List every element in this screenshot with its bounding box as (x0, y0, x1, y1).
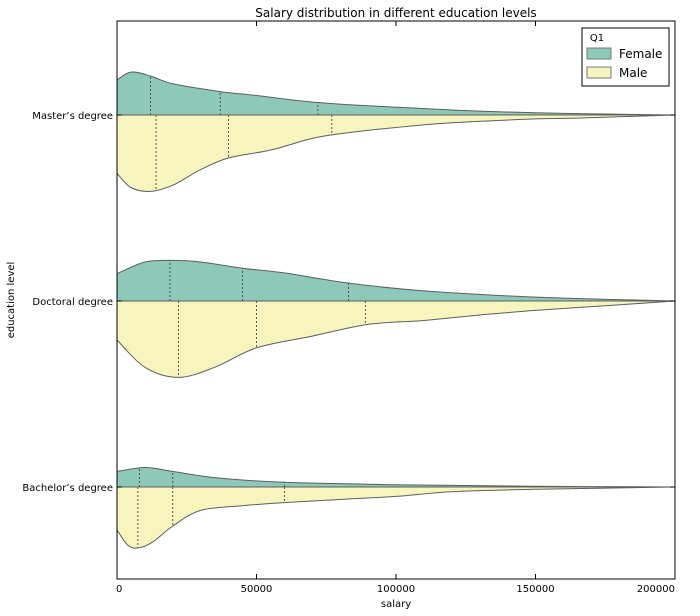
legend-swatch-female (586, 47, 612, 60)
legend: Q1 Female Male (581, 27, 670, 87)
x-axis-label: salary (381, 599, 411, 610)
legend-label-male: Male (619, 66, 647, 80)
legend-swatch-male (586, 66, 612, 79)
legend-title: Q1 (590, 33, 604, 44)
x-tick-label: 150000 (516, 584, 554, 595)
violin-male-bachelor-s-degree (116, 486, 676, 549)
x-tick-label: 0 (116, 584, 122, 595)
y-tick-label: Doctoral degree (32, 297, 113, 308)
x-tick-label: 100000 (377, 584, 415, 595)
violin-male-doctoral-degree (116, 300, 676, 378)
legend-label-female: Female (619, 47, 662, 61)
violin-female-doctoral-degree (116, 259, 676, 302)
y-tick-label: Master’s degree (32, 111, 113, 122)
violin-male-master-s-degree (116, 114, 676, 192)
y-axis-ticks: Master’s degree Doctoral degree Bachelor’s… (22, 111, 675, 494)
x-tick-label: 50000 (241, 584, 273, 595)
violin-group (116, 71, 676, 549)
x-tick-label: 200000 (637, 584, 675, 595)
y-axis-label: education level (6, 262, 17, 339)
y-tick-label: Bachelor’s degree (22, 483, 113, 494)
chart-title: Salary distribution in different educati… (255, 6, 536, 20)
violin-female-bachelor-s-degree (116, 466, 676, 488)
x-axis-ticks: 0 50000 100000 150000 200000 (116, 21, 676, 595)
violin-female-master-s-degree (116, 71, 676, 116)
